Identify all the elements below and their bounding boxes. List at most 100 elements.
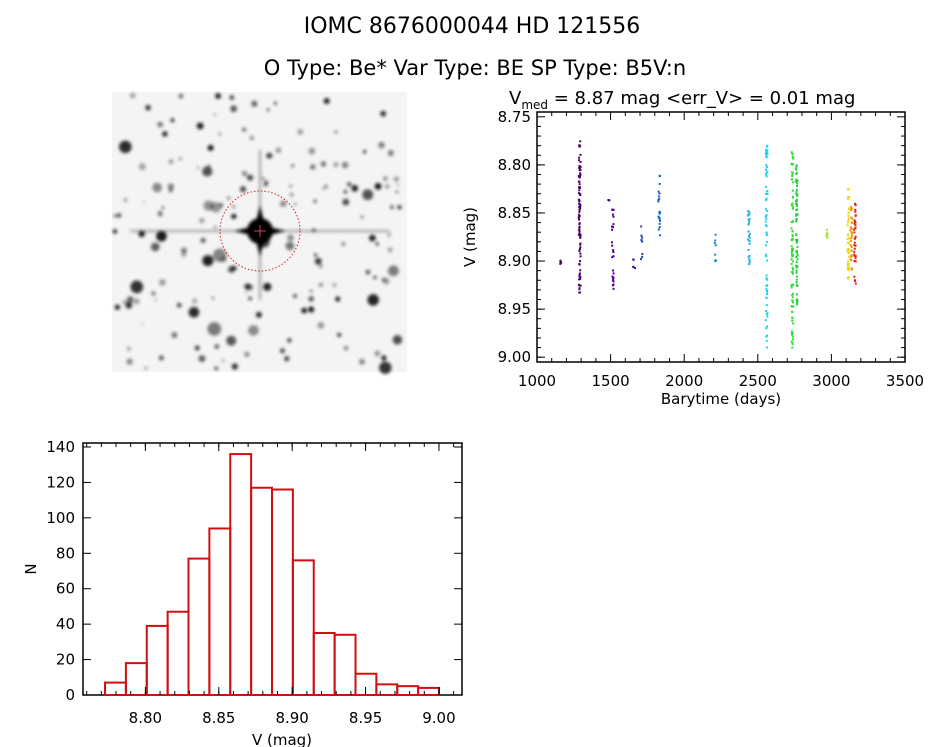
data-point bbox=[633, 267, 636, 270]
data-point bbox=[792, 260, 795, 263]
data-point bbox=[748, 261, 751, 264]
data-point bbox=[853, 275, 856, 278]
y-tick-label: 60 bbox=[56, 580, 75, 598]
data-point bbox=[578, 198, 581, 201]
star bbox=[264, 180, 269, 185]
data-point bbox=[765, 290, 768, 293]
data-point bbox=[747, 213, 750, 216]
data-point bbox=[747, 210, 750, 213]
data-point bbox=[792, 322, 795, 325]
data-point bbox=[796, 254, 799, 257]
data-point bbox=[657, 190, 660, 193]
data-point bbox=[611, 275, 614, 278]
data-point bbox=[848, 195, 851, 198]
star bbox=[291, 164, 295, 168]
data-point bbox=[640, 225, 643, 228]
data-point bbox=[714, 233, 717, 236]
star bbox=[112, 229, 118, 234]
data-point bbox=[579, 255, 582, 258]
data-point bbox=[578, 180, 581, 183]
star bbox=[152, 182, 162, 193]
star bbox=[182, 253, 186, 257]
data-point bbox=[748, 220, 751, 223]
data-point bbox=[765, 224, 768, 227]
data-point bbox=[853, 254, 856, 257]
data-point bbox=[795, 198, 798, 201]
data-point bbox=[791, 249, 794, 252]
data-point bbox=[748, 242, 751, 245]
data-point bbox=[846, 248, 849, 251]
data-point bbox=[850, 268, 853, 271]
star bbox=[170, 118, 175, 123]
histogram-bar bbox=[312, 632, 336, 696]
star bbox=[334, 130, 338, 134]
x-tick-label: 3500 bbox=[886, 372, 924, 390]
data-point bbox=[795, 200, 798, 203]
data-point bbox=[791, 153, 794, 156]
data-point bbox=[578, 164, 581, 167]
star bbox=[341, 161, 349, 169]
data-point bbox=[791, 189, 794, 192]
data-point bbox=[766, 190, 769, 193]
data-point bbox=[612, 269, 615, 272]
data-point bbox=[579, 236, 582, 239]
star bbox=[168, 159, 174, 164]
star bbox=[247, 174, 254, 181]
data-point bbox=[853, 260, 856, 263]
data-point bbox=[658, 192, 661, 195]
data-point bbox=[796, 193, 799, 196]
data-point bbox=[795, 238, 798, 241]
star bbox=[395, 190, 399, 194]
data-point bbox=[854, 244, 857, 247]
data-point bbox=[612, 255, 615, 258]
data-point bbox=[854, 257, 857, 260]
star bbox=[126, 296, 134, 303]
data-point bbox=[790, 227, 793, 230]
data-point bbox=[791, 342, 794, 345]
data-point bbox=[790, 340, 793, 343]
aperture-circle bbox=[219, 190, 301, 272]
data-point bbox=[791, 294, 794, 297]
data-point bbox=[791, 272, 794, 275]
star bbox=[180, 247, 187, 254]
data-point bbox=[851, 221, 854, 224]
data-point bbox=[765, 171, 768, 174]
data-point bbox=[611, 284, 614, 287]
data-point bbox=[849, 244, 852, 247]
histogram-bar bbox=[208, 527, 232, 696]
data-point bbox=[579, 246, 582, 249]
star bbox=[122, 300, 127, 304]
data-point bbox=[790, 330, 793, 333]
data-point bbox=[764, 253, 767, 256]
data-point bbox=[796, 238, 799, 241]
data-point bbox=[853, 228, 856, 231]
star bbox=[113, 214, 117, 218]
data-point bbox=[765, 214, 768, 217]
x-tick-label: 1000 bbox=[518, 372, 556, 390]
data-point bbox=[850, 249, 853, 252]
data-point bbox=[658, 198, 661, 201]
data-point bbox=[632, 258, 635, 261]
data-point bbox=[766, 240, 769, 243]
data-point bbox=[792, 283, 795, 286]
data-point bbox=[790, 238, 793, 241]
star bbox=[335, 296, 341, 302]
data-point bbox=[846, 264, 849, 267]
star bbox=[362, 189, 374, 201]
data-point bbox=[765, 231, 768, 234]
data-point bbox=[748, 213, 751, 216]
data-point bbox=[795, 192, 798, 195]
data-point bbox=[578, 189, 581, 192]
data-point bbox=[854, 224, 857, 227]
star bbox=[292, 294, 298, 299]
data-point bbox=[790, 286, 793, 289]
data-point bbox=[791, 230, 794, 233]
data-point bbox=[846, 198, 849, 201]
y-tick-label: 8.80 bbox=[498, 156, 531, 174]
data-point bbox=[766, 152, 769, 155]
data-point bbox=[766, 170, 769, 173]
star bbox=[126, 358, 133, 365]
data-point bbox=[578, 222, 581, 225]
data-point bbox=[853, 244, 856, 247]
data-point bbox=[826, 234, 829, 237]
